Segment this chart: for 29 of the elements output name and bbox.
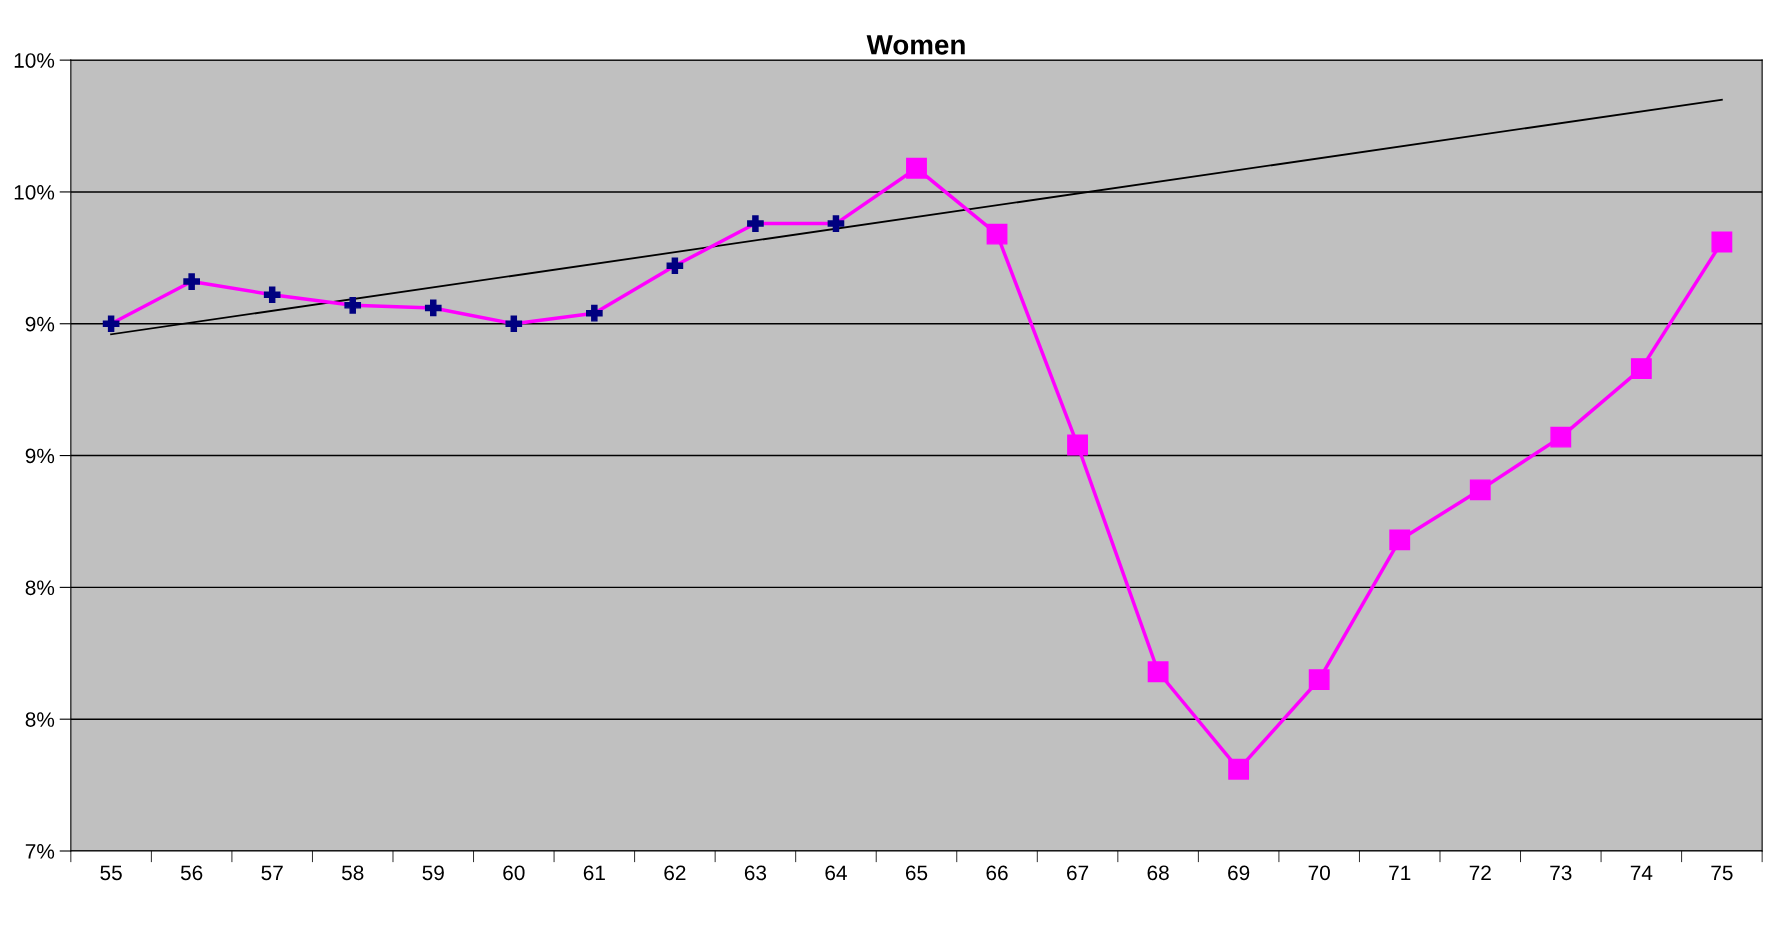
x-tick-label: 65 <box>905 865 928 881</box>
x-tick-label: 75 <box>1711 865 1733 881</box>
y-tick-label: 8% <box>25 580 55 596</box>
x-tick-label: 73 <box>1550 865 1572 881</box>
x-tick-label: 66 <box>986 865 1008 881</box>
y-tick-label: 9% <box>25 448 55 464</box>
y-tick-label: 10% <box>14 184 55 200</box>
x-tick-label: 72 <box>1469 865 1491 880</box>
x-tick-label: 62 <box>664 865 686 881</box>
x-tick-label: 63 <box>744 865 767 881</box>
x-tick-label: 59 <box>422 865 444 881</box>
x-tick-label: 64 <box>825 865 847 881</box>
x-tick-label: 70 <box>1308 865 1330 881</box>
x-tick-label: 61 <box>583 865 605 881</box>
y-tick-label: 8% <box>25 712 55 727</box>
x-tick-label: 55 <box>100 865 122 881</box>
x-tick-label: 74 <box>1630 865 1653 880</box>
x-tick-label: 71 <box>1389 865 1411 880</box>
y-tick-label: 7% <box>25 844 55 859</box>
x-tick-label: 69 <box>1228 865 1250 881</box>
x-tick-label: 68 <box>1147 865 1169 881</box>
x-tick-label: 56 <box>180 865 203 881</box>
y-tick-label: 9% <box>25 316 55 332</box>
x-tick-label: 58 <box>341 865 364 881</box>
x-tick-label: 60 <box>503 865 525 881</box>
x-tick-label: 57 <box>261 865 283 881</box>
x-tick-label: 67 <box>1067 865 1089 881</box>
y-tick-label: 10% <box>14 53 55 68</box>
chart-title: Women <box>866 35 965 55</box>
